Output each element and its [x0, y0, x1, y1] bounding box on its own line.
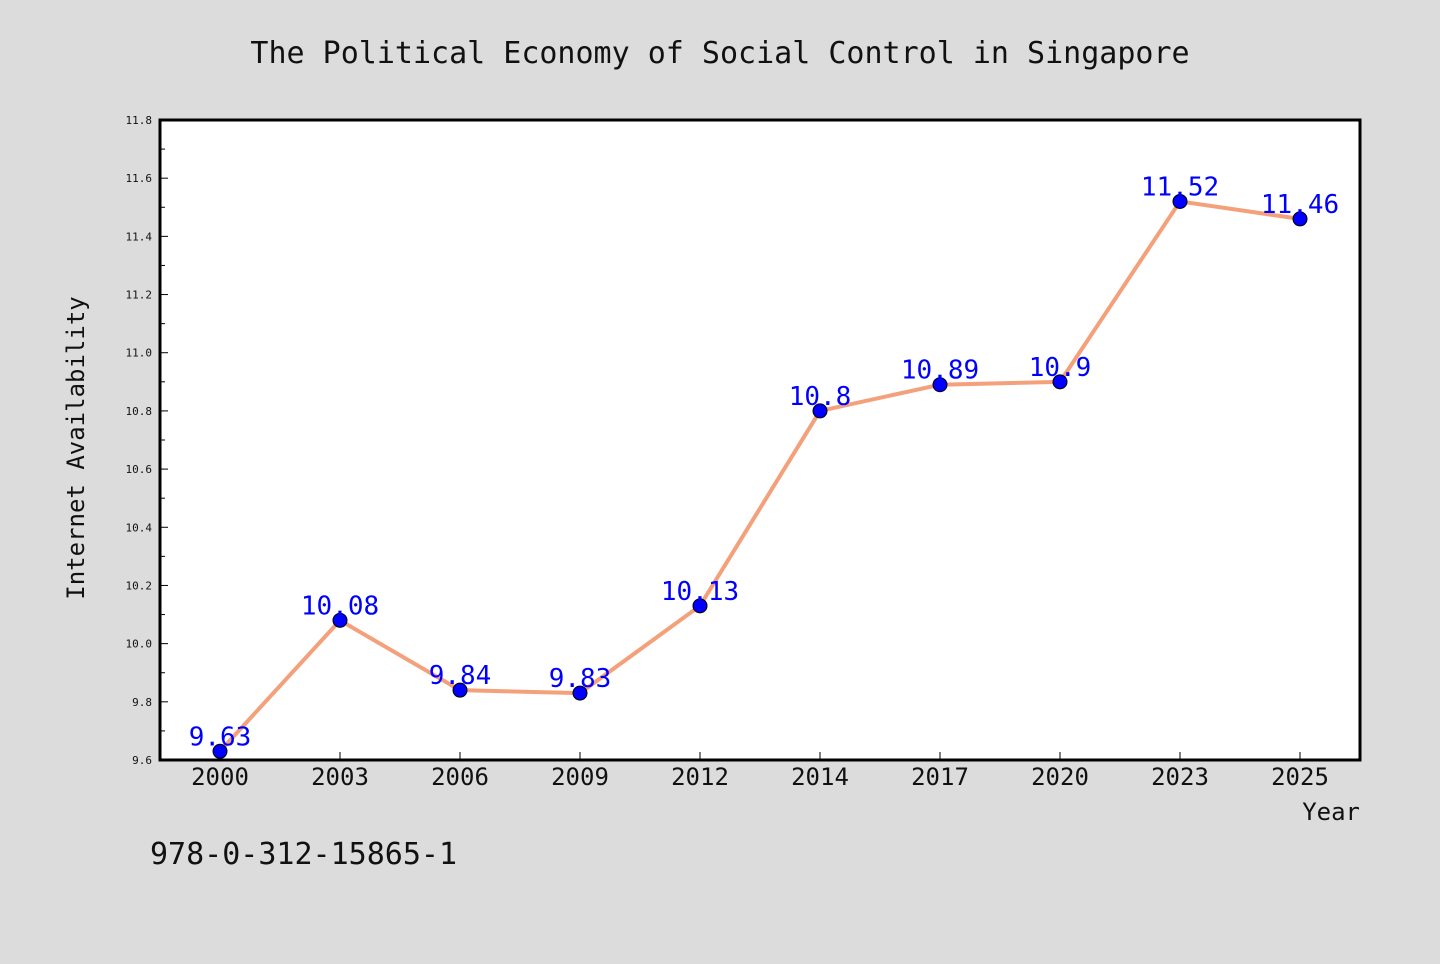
series-line	[218, 199, 1301, 753]
plot-area	[158, 118, 1362, 762]
x-tick-label: 2017	[911, 763, 969, 791]
data-label: 9.83	[549, 664, 612, 694]
data-label: 9.63	[189, 722, 252, 752]
x-tick-label: 2012	[671, 763, 729, 791]
data-point	[572, 685, 588, 701]
y-axis-label: Internet Availability	[62, 296, 90, 599]
x-tick-label: 2020	[1031, 763, 1089, 791]
data-point	[1052, 374, 1068, 390]
data-point	[692, 598, 708, 614]
y-axis: 9.6 9.8 10.0 10.2 10.4 10.6 10.8 11.0 11.2 11.4 11…	[126, 114, 168, 767]
x-tick-label: 2023	[1151, 763, 1209, 791]
chart-title: The Political Economy of Social Control …	[250, 36, 1189, 71]
data-label: 10.08	[301, 591, 379, 621]
x-tick-label: 2000	[191, 763, 249, 791]
data-label: 10.89	[901, 356, 979, 386]
data-point	[332, 612, 348, 628]
data-label: 10.9	[1029, 353, 1092, 383]
data-label: 10.8	[789, 382, 852, 412]
x-tick-label: 2014	[791, 763, 849, 791]
x-axis-label: Year	[1302, 798, 1360, 826]
y-tick-label: 11.0	[126, 347, 153, 360]
data-point	[452, 682, 468, 698]
data-point	[1172, 193, 1188, 209]
x-tick-label: 2009	[551, 763, 609, 791]
x-tick-label: 2006	[431, 763, 489, 791]
y-tick-label: 11.8	[126, 114, 153, 127]
data-label: 9.84	[429, 661, 492, 691]
data-label: 11.46	[1261, 190, 1339, 220]
x-tick-label: 2003	[311, 763, 369, 791]
data-point	[1292, 211, 1308, 227]
data-label: 11.52	[1141, 172, 1219, 202]
y-tick-label: 10.8	[126, 405, 153, 418]
y-tick-label: 9.8	[132, 696, 152, 709]
y-tick-label: 9.6	[132, 754, 152, 767]
y-tick-label: 11.2	[126, 289, 153, 302]
y-tick-label: 11.6	[126, 172, 153, 185]
data-label: 10.13	[661, 577, 739, 607]
data-point	[212, 743, 228, 759]
y-tick-label: 10.4	[126, 521, 153, 534]
data-point	[932, 377, 948, 393]
y-tick-label: 10.6	[126, 463, 153, 476]
isbn-text: 978-0-312-15865-1	[150, 837, 457, 872]
y-tick-label: 10.2	[126, 579, 153, 592]
x-axis: 2000 2003 2006 2009 2012 2014 2017 2020 2023 2025	[191, 752, 1329, 791]
y-tick-label: 10.0	[126, 638, 153, 651]
data-point	[812, 403, 828, 419]
x-tick-label: 2025	[1271, 763, 1329, 791]
y-tick-label: 11.4	[126, 230, 153, 243]
data-series: 9.63 10.08 9.84 9.83 10.13 10.8 10.89 10.9 11.52…	[189, 172, 1339, 759]
